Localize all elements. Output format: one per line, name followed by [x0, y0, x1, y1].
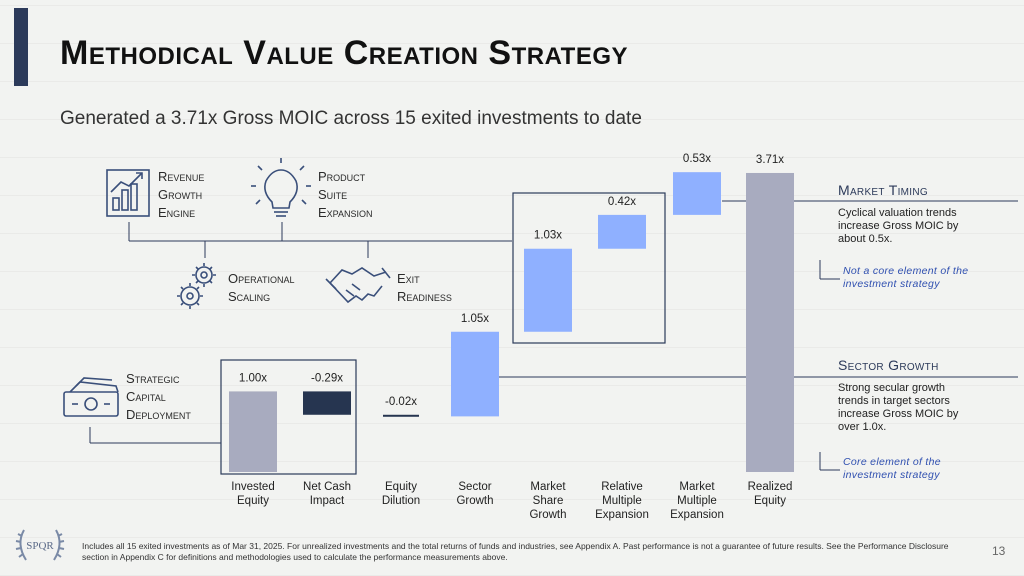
category-label-1: Impact	[310, 495, 345, 507]
category-label-4: Market	[530, 481, 566, 493]
lever-line: Growth	[158, 187, 203, 202]
category-label-3: Growth	[456, 495, 493, 507]
category-label-5: Multiple	[602, 495, 642, 507]
lever-line: Readiness	[397, 289, 452, 304]
lever-line: Capital	[126, 389, 166, 404]
category-label-4: Share	[533, 495, 564, 507]
lever-product-suite: Product Suite Expansion	[318, 168, 373, 222]
data-label-2: -0.02x	[385, 396, 417, 408]
category-label-6: Expansion	[670, 509, 724, 521]
title-accent-bar	[14, 8, 28, 86]
bar-7	[746, 172, 794, 472]
bar-0	[229, 391, 277, 472]
bar-6	[673, 172, 721, 215]
data-label-5: 0.42x	[608, 196, 636, 208]
lever-line: Scaling	[228, 289, 271, 304]
category-label-7: Realized	[748, 481, 793, 493]
page-title: Methodical Value Creation Strategy	[60, 34, 628, 72]
sector-growth-heading: Sector Growth	[838, 357, 939, 373]
category-label-7: Equity	[754, 495, 786, 507]
category-label-6: Market	[679, 481, 715, 493]
data-label-4: 1.03x	[534, 230, 562, 242]
lever-line: Operational	[228, 271, 295, 286]
category-label-2: Equity	[385, 481, 417, 493]
data-label-7: 3.71x	[756, 154, 784, 166]
lever-line: Exit	[397, 271, 420, 286]
category-label-1: Net Cash	[303, 481, 351, 493]
category-label-0: Equity	[237, 495, 269, 507]
bar-5	[598, 214, 646, 249]
spqr-logo: SPQR	[12, 524, 68, 566]
bar-1	[303, 391, 351, 415]
market-timing-text: Cyclical valuation trends increase Gross…	[838, 207, 959, 245]
data-label-1: -0.29x	[311, 372, 343, 384]
footnote: Includes all 15 exited investments as of…	[82, 541, 949, 562]
data-label-3: 1.05x	[461, 313, 489, 325]
page-number: 13	[992, 544, 1006, 558]
capital-group-box	[220, 359, 357, 475]
page-subtitle: Generated a 3.71x Gross MOIC across 15 e…	[60, 108, 642, 129]
category-label-6: Multiple	[677, 495, 717, 507]
growth-chart-icon	[106, 169, 150, 217]
gears-icon	[177, 263, 216, 309]
lever-line: Deployment	[126, 407, 191, 422]
market-timing-note: Not a core element of the investment str…	[843, 265, 969, 290]
market-group-box	[512, 192, 666, 344]
lever-line: Suite	[318, 187, 348, 202]
bar-4	[524, 248, 572, 332]
market-timing-heading: Market Timing	[838, 182, 928, 198]
category-label-2: Dilution	[382, 495, 420, 507]
lever-line: Expansion	[318, 205, 373, 220]
lever-revenue-growth: Revenue Growth Engine	[158, 168, 204, 222]
bar-2	[383, 414, 419, 417]
laurel-wreath-icon: SPQR	[15, 529, 65, 561]
handshake-icon	[325, 267, 391, 304]
svg-text:SPQR: SPQR	[26, 540, 54, 552]
lever-line: Engine	[158, 205, 196, 220]
sector-growth-note: Core element of the investment strategy	[843, 456, 941, 481]
bar-3	[451, 331, 499, 417]
lever-operational-scaling: Operational Scaling	[228, 270, 294, 306]
data-label-0: 1.00x	[239, 372, 267, 384]
cash-icon	[63, 377, 119, 417]
lever-line: Revenue	[158, 169, 205, 184]
lever-line: Product	[318, 169, 366, 184]
category-label-0: Invested	[231, 481, 274, 493]
data-label-6: 0.53x	[683, 153, 711, 165]
lever-line: Strategic	[126, 371, 180, 386]
lever-strategic-capital: Strategic Capital Deployment	[126, 370, 191, 424]
lever-exit-readiness: Exit Readiness	[397, 270, 452, 306]
category-label-5: Expansion	[595, 509, 649, 521]
category-label-4: Growth	[529, 509, 566, 521]
sector-growth-text: Strong secular growth trends in target s…	[838, 382, 959, 433]
lightbulb-icon	[251, 158, 311, 217]
category-label-3: Sector	[458, 481, 491, 493]
category-label-5: Relative	[601, 481, 643, 493]
